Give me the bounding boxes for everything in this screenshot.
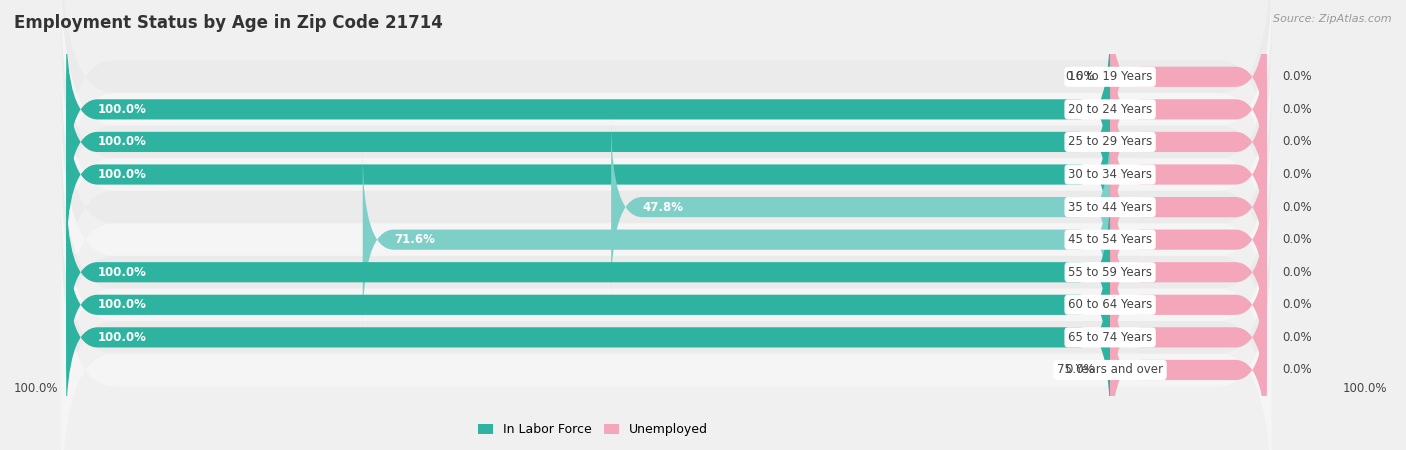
FancyBboxPatch shape (612, 119, 1111, 295)
FancyBboxPatch shape (60, 0, 1272, 256)
Text: 0.0%: 0.0% (1282, 233, 1312, 246)
Text: 45 to 54 Years: 45 to 54 Years (1069, 233, 1152, 246)
FancyBboxPatch shape (60, 0, 1272, 223)
FancyBboxPatch shape (1111, 250, 1267, 425)
Text: 0.0%: 0.0% (1064, 364, 1094, 377)
FancyBboxPatch shape (60, 126, 1272, 419)
Text: 0.0%: 0.0% (1282, 266, 1312, 279)
Text: 25 to 29 Years: 25 to 29 Years (1069, 135, 1153, 148)
FancyBboxPatch shape (60, 93, 1272, 386)
Text: 16 to 19 Years: 16 to 19 Years (1069, 70, 1153, 83)
Text: 100.0%: 100.0% (97, 298, 146, 311)
FancyBboxPatch shape (66, 184, 1111, 360)
Text: 100.0%: 100.0% (97, 331, 146, 344)
FancyBboxPatch shape (1111, 184, 1267, 360)
Text: 0.0%: 0.0% (1282, 201, 1312, 214)
FancyBboxPatch shape (1111, 0, 1267, 164)
FancyBboxPatch shape (1111, 217, 1267, 392)
FancyBboxPatch shape (1111, 282, 1267, 450)
FancyBboxPatch shape (60, 28, 1272, 321)
FancyBboxPatch shape (1111, 54, 1267, 230)
Text: 30 to 34 Years: 30 to 34 Years (1069, 168, 1152, 181)
Text: 47.8%: 47.8% (643, 201, 683, 214)
Text: 100.0%: 100.0% (14, 382, 59, 396)
FancyBboxPatch shape (66, 250, 1111, 425)
FancyBboxPatch shape (66, 87, 1111, 262)
Text: 0.0%: 0.0% (1064, 70, 1094, 83)
FancyBboxPatch shape (60, 60, 1272, 354)
Text: 100.0%: 100.0% (97, 103, 146, 116)
Legend: In Labor Force, Unemployed: In Labor Force, Unemployed (472, 418, 713, 441)
Text: 60 to 64 Years: 60 to 64 Years (1069, 298, 1153, 311)
FancyBboxPatch shape (60, 223, 1272, 450)
Text: 0.0%: 0.0% (1282, 103, 1312, 116)
Text: 65 to 74 Years: 65 to 74 Years (1069, 331, 1153, 344)
Text: 0.0%: 0.0% (1282, 70, 1312, 83)
FancyBboxPatch shape (60, 191, 1272, 450)
FancyBboxPatch shape (363, 152, 1111, 327)
Text: Source: ZipAtlas.com: Source: ZipAtlas.com (1274, 14, 1392, 23)
Text: 0.0%: 0.0% (1282, 298, 1312, 311)
FancyBboxPatch shape (66, 54, 1111, 230)
Text: Employment Status by Age in Zip Code 21714: Employment Status by Age in Zip Code 217… (14, 14, 443, 32)
FancyBboxPatch shape (1111, 22, 1267, 197)
Text: 0.0%: 0.0% (1282, 168, 1312, 181)
FancyBboxPatch shape (60, 158, 1272, 450)
Text: 100.0%: 100.0% (97, 135, 146, 148)
FancyBboxPatch shape (1111, 152, 1267, 327)
FancyBboxPatch shape (1111, 87, 1267, 262)
Text: 0.0%: 0.0% (1282, 364, 1312, 377)
Text: 71.6%: 71.6% (394, 233, 434, 246)
FancyBboxPatch shape (1111, 119, 1267, 295)
FancyBboxPatch shape (66, 217, 1111, 392)
Text: 55 to 59 Years: 55 to 59 Years (1069, 266, 1152, 279)
Text: 100.0%: 100.0% (97, 266, 146, 279)
Text: 35 to 44 Years: 35 to 44 Years (1069, 201, 1152, 214)
Text: 100.0%: 100.0% (97, 168, 146, 181)
Text: 0.0%: 0.0% (1282, 331, 1312, 344)
Text: 20 to 24 Years: 20 to 24 Years (1069, 103, 1153, 116)
FancyBboxPatch shape (60, 0, 1272, 288)
Text: 75 Years and over: 75 Years and over (1057, 364, 1163, 377)
Text: 0.0%: 0.0% (1282, 135, 1312, 148)
Text: 100.0%: 100.0% (1343, 382, 1386, 396)
FancyBboxPatch shape (66, 22, 1111, 197)
